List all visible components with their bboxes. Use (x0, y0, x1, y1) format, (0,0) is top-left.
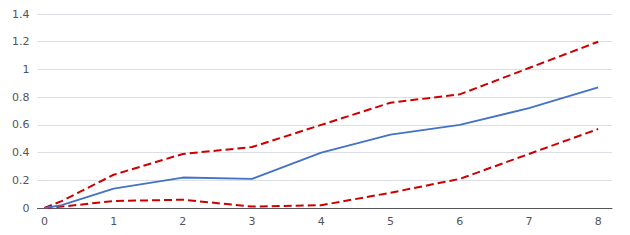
svg-text:3: 3 (249, 215, 256, 228)
svg-text:8: 8 (595, 215, 602, 228)
svg-text:5: 5 (387, 215, 394, 228)
svg-text:2: 2 (179, 215, 186, 228)
svg-text:7: 7 (525, 215, 532, 228)
svg-text:0: 0 (41, 215, 48, 228)
svg-text:6: 6 (456, 215, 463, 228)
svg-text:0.8: 0.8 (12, 91, 30, 104)
svg-text:0.4: 0.4 (12, 146, 30, 159)
svg-text:0.2: 0.2 (12, 174, 30, 187)
svg-text:1: 1 (22, 63, 29, 76)
svg-text:1.2: 1.2 (12, 35, 30, 48)
svg-text:0.6: 0.6 (12, 118, 30, 131)
svg-text:1: 1 (110, 215, 117, 228)
svg-text:4: 4 (318, 215, 325, 228)
svg-text:1.4: 1.4 (12, 8, 30, 21)
svg-text:0: 0 (22, 202, 29, 215)
